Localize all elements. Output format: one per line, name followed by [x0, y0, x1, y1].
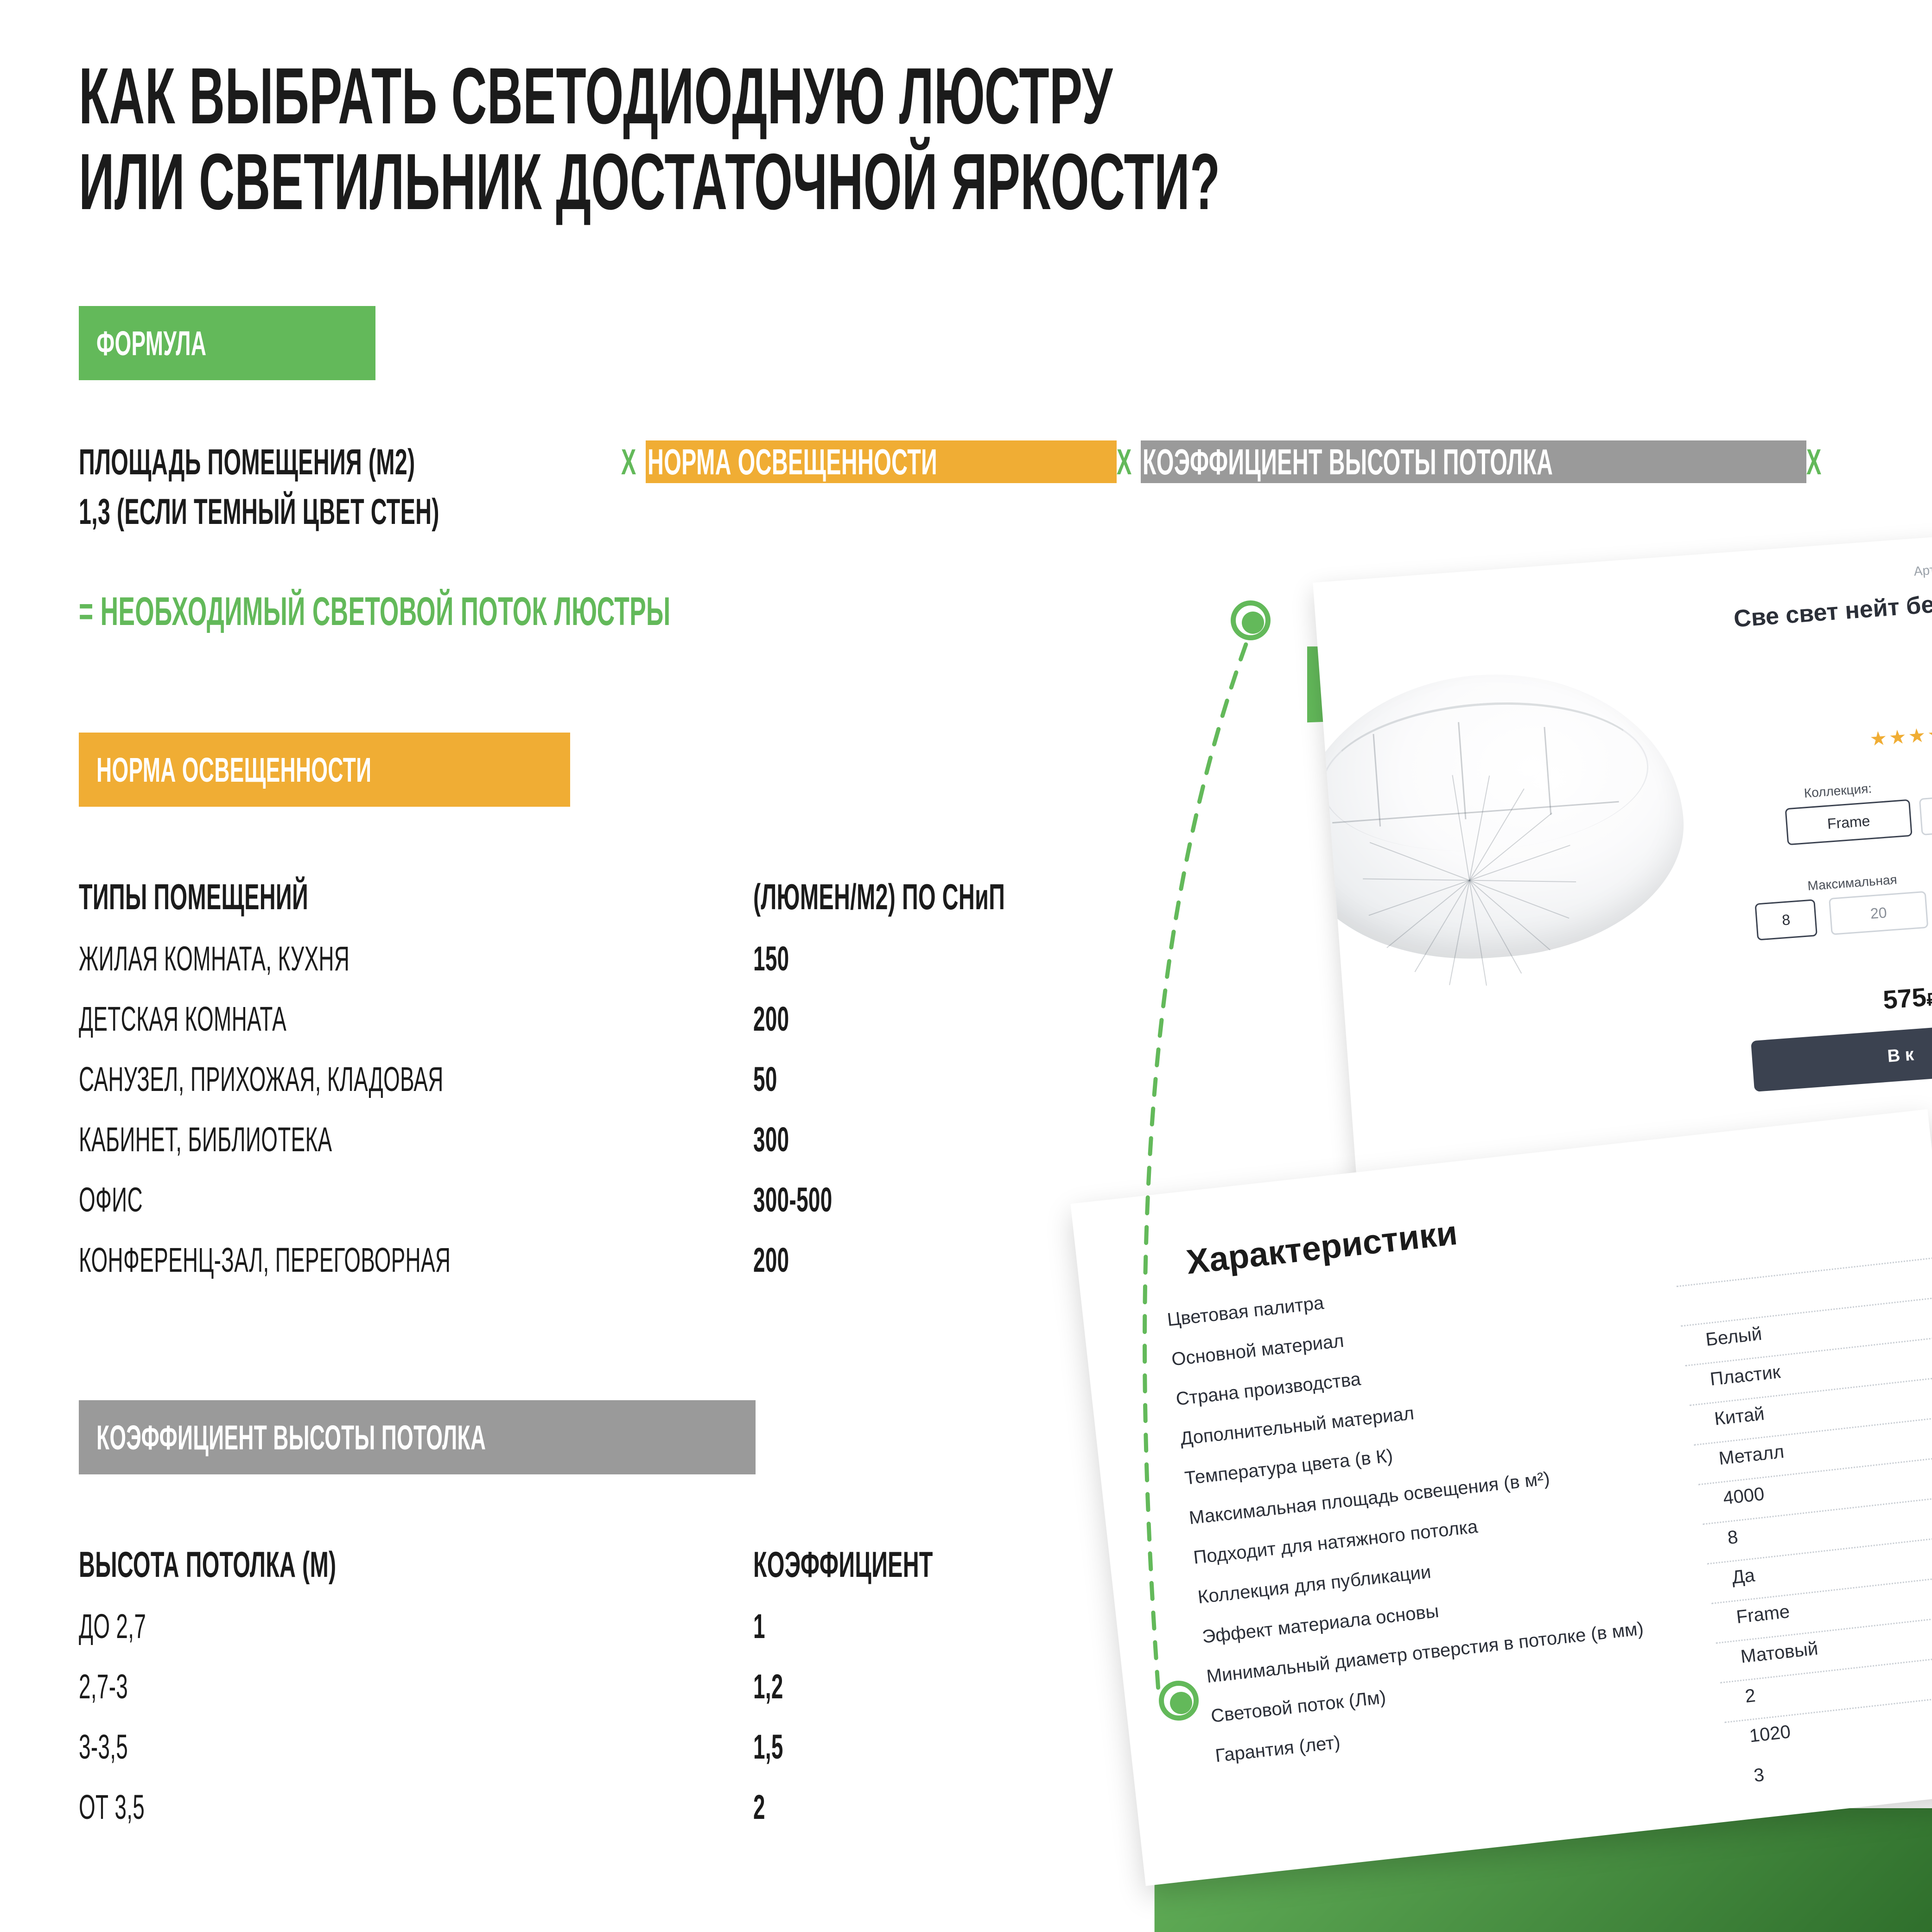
table-header-row: ТИПЫ ПОМЕЩЕНИЙ (ЛЮМЕН/М2) ПО СНиП — [79, 848, 1099, 918]
table-row: ОФИС 300-500 — [79, 1180, 833, 1219]
section-badge-ceiling-coefficient-label: КОЭФФИЦИЕНТ ВЫСОТЫ ПОТОЛКА — [96, 1418, 486, 1457]
column-header-ceiling-height: ВЫСОТА ПОТОЛКА (М) — [79, 1544, 337, 1585]
max-area-label: Максимальная — [1807, 872, 1898, 893]
formula-result: = НЕОБХОДИМЫЙ СВЕТОВОЙ ПОТОК ЛЮСТРЫ — [79, 589, 1033, 644]
table-row: ЖИЛАЯ КОМНАТА, КУХНЯ 150 — [79, 939, 789, 978]
formula-line-1: ПЛОЩАДЬ ПОМЕЩЕНИЯ (М2) Х НОРМА ОСВЕЩЕННОСТ… — [79, 440, 1840, 491]
column-header-lumen: (ЛЮМЕН/М2) ПО СНиП — [753, 876, 1005, 917]
product-rating-stars: ★★★★ — [1868, 722, 1932, 750]
product-card: Арт. 85 Све свет нейт бель ★★★★ Коллекци… — [1313, 531, 1932, 1212]
formula-norma-term: НОРМА ОСВЕЩЕННОСТИ — [645, 440, 1117, 483]
product-price: 575₽/шт — [1882, 979, 1932, 1015]
add-to-cart-button[interactable]: В к — [1751, 1019, 1932, 1092]
section-badge-formula: ФОРМУЛА — [79, 306, 375, 380]
table-row: КАБИНЕТ, БИБЛИОТЕКА 300 — [79, 1120, 789, 1159]
formula-koef-term: КОЭФФИЦИЕНТ ВЫСОТЫ ПОТОЛКА — [1141, 440, 1807, 483]
specification-values-column: Белый Пластик Китай Металл 4000 8 Да Fra… — [1704, 1306, 1932, 1805]
collection-option-frame[interactable]: Frame — [1785, 799, 1913, 846]
table-row: ДЕТСКАЯ КОМНАТА 200 — [79, 1000, 789, 1038]
dashed-connector-icon — [1143, 614, 1258, 1699]
section-badge-illuminance-label: НОРМА ОСВЕЩЕННОСТИ — [96, 750, 372, 789]
formula-line-2: 1,3 (ЕСЛИ ТЕМНЫЙ ЦВЕТ СТЕН) — [79, 491, 1840, 541]
table-row: ОТ 3,5 2 — [79, 1788, 765, 1826]
table-row: 2,7-3 1,2 — [79, 1667, 783, 1706]
section-badge-illuminance: НОРМА ОСВЕЩЕННОСТИ — [79, 733, 570, 807]
product-article: Арт. 85 — [1913, 561, 1932, 579]
section-badge-formula-label: ФОРМУЛА — [96, 324, 207, 363]
ceiling-lamp-image — [1313, 661, 1693, 986]
formula-dark-walls-term: 1,3 (ЕСЛИ ТЕМНЫЙ ЦВЕТ СТЕН) — [79, 491, 439, 532]
collection-label: Коллекция: — [1803, 781, 1873, 801]
column-header-coefficient: КОЭФФИЦИЕНТ — [753, 1544, 933, 1585]
formula-operator-1: Х — [621, 441, 636, 482]
table-header-row: ВЫСОТА ПОТОЛКА (М) КОЭФФИЦИЕНТ — [79, 1516, 1099, 1586]
column-header-room-type: ТИПЫ ПОМЕЩЕНИЙ — [79, 876, 309, 917]
target-marker-icon-top — [1231, 600, 1271, 640]
price-unit: ₽/шт — [1926, 988, 1932, 1010]
table-row: 3-3,5 1,5 — [79, 1728, 783, 1766]
formula-operator-3: Х — [1806, 441, 1822, 482]
table-row: КОНФЕРЕНЦ-ЗАЛ, ПЕРЕГОВОРНАЯ 200 — [79, 1241, 789, 1279]
ceiling-coefficient-table: ВЫСОТА ПОТОЛКА (М) КОЭФФИЦИЕНТ ДО 2,7 1 … — [79, 1516, 1099, 1827]
formula-area-term: ПЛОЩАДЬ ПОМЕЩЕНИЯ (М2) — [79, 441, 415, 482]
target-marker-icon-bottom — [1159, 1681, 1199, 1721]
formula-result-label: = НЕОБХОДИМЫЙ СВЕТОВОЙ ПОТОК ЛЮСТРЫ — [79, 589, 671, 634]
illuminance-table: ТИПЫ ПОМЕЩЕНИЙ (ЛЮМЕН/М2) ПО СНиП ЖИЛАЯ … — [79, 848, 1099, 1280]
collection-option-other[interactable] — [1919, 789, 1932, 836]
table-row: ДО 2,7 1 — [79, 1607, 765, 1645]
price-value: 575 — [1882, 982, 1927, 1014]
section-badge-ceiling-coefficient: КОЭФФИЦИЕНТ ВЫСОТЫ ПОТОЛКА — [79, 1400, 756, 1474]
formula-operator-2: Х — [1116, 441, 1132, 482]
title-line-2: ИЛИ СВЕТИЛЬНИК ДОСТАТОЧНОЙ ЯРКОСТИ? — [79, 137, 1220, 226]
formula-block: ПЛОЩАДЬ ПОМЕЩЕНИЯ (М2) Х НОРМА ОСВЕЩЕННОСТ… — [79, 440, 1840, 541]
table-row: САНУЗЕЛ, ПРИХОЖАЯ, КЛАДОВАЯ 50 — [79, 1060, 777, 1098]
product-title: Све свет нейт бель — [1733, 588, 1932, 633]
max-area-option-20[interactable]: 20 — [1829, 891, 1929, 935]
title-line-1: КАК ВЫБРАТЬ СВЕТОДИОДНУЮ ЛЮСТРУ — [79, 51, 1113, 140]
max-area-option-8[interactable]: 8 — [1754, 899, 1818, 941]
page-title: КАК ВЫБРАТЬ СВЕТОДИОДНУЮ ЛЮСТРУ ИЛИ СВЕТ… — [79, 53, 1655, 225]
